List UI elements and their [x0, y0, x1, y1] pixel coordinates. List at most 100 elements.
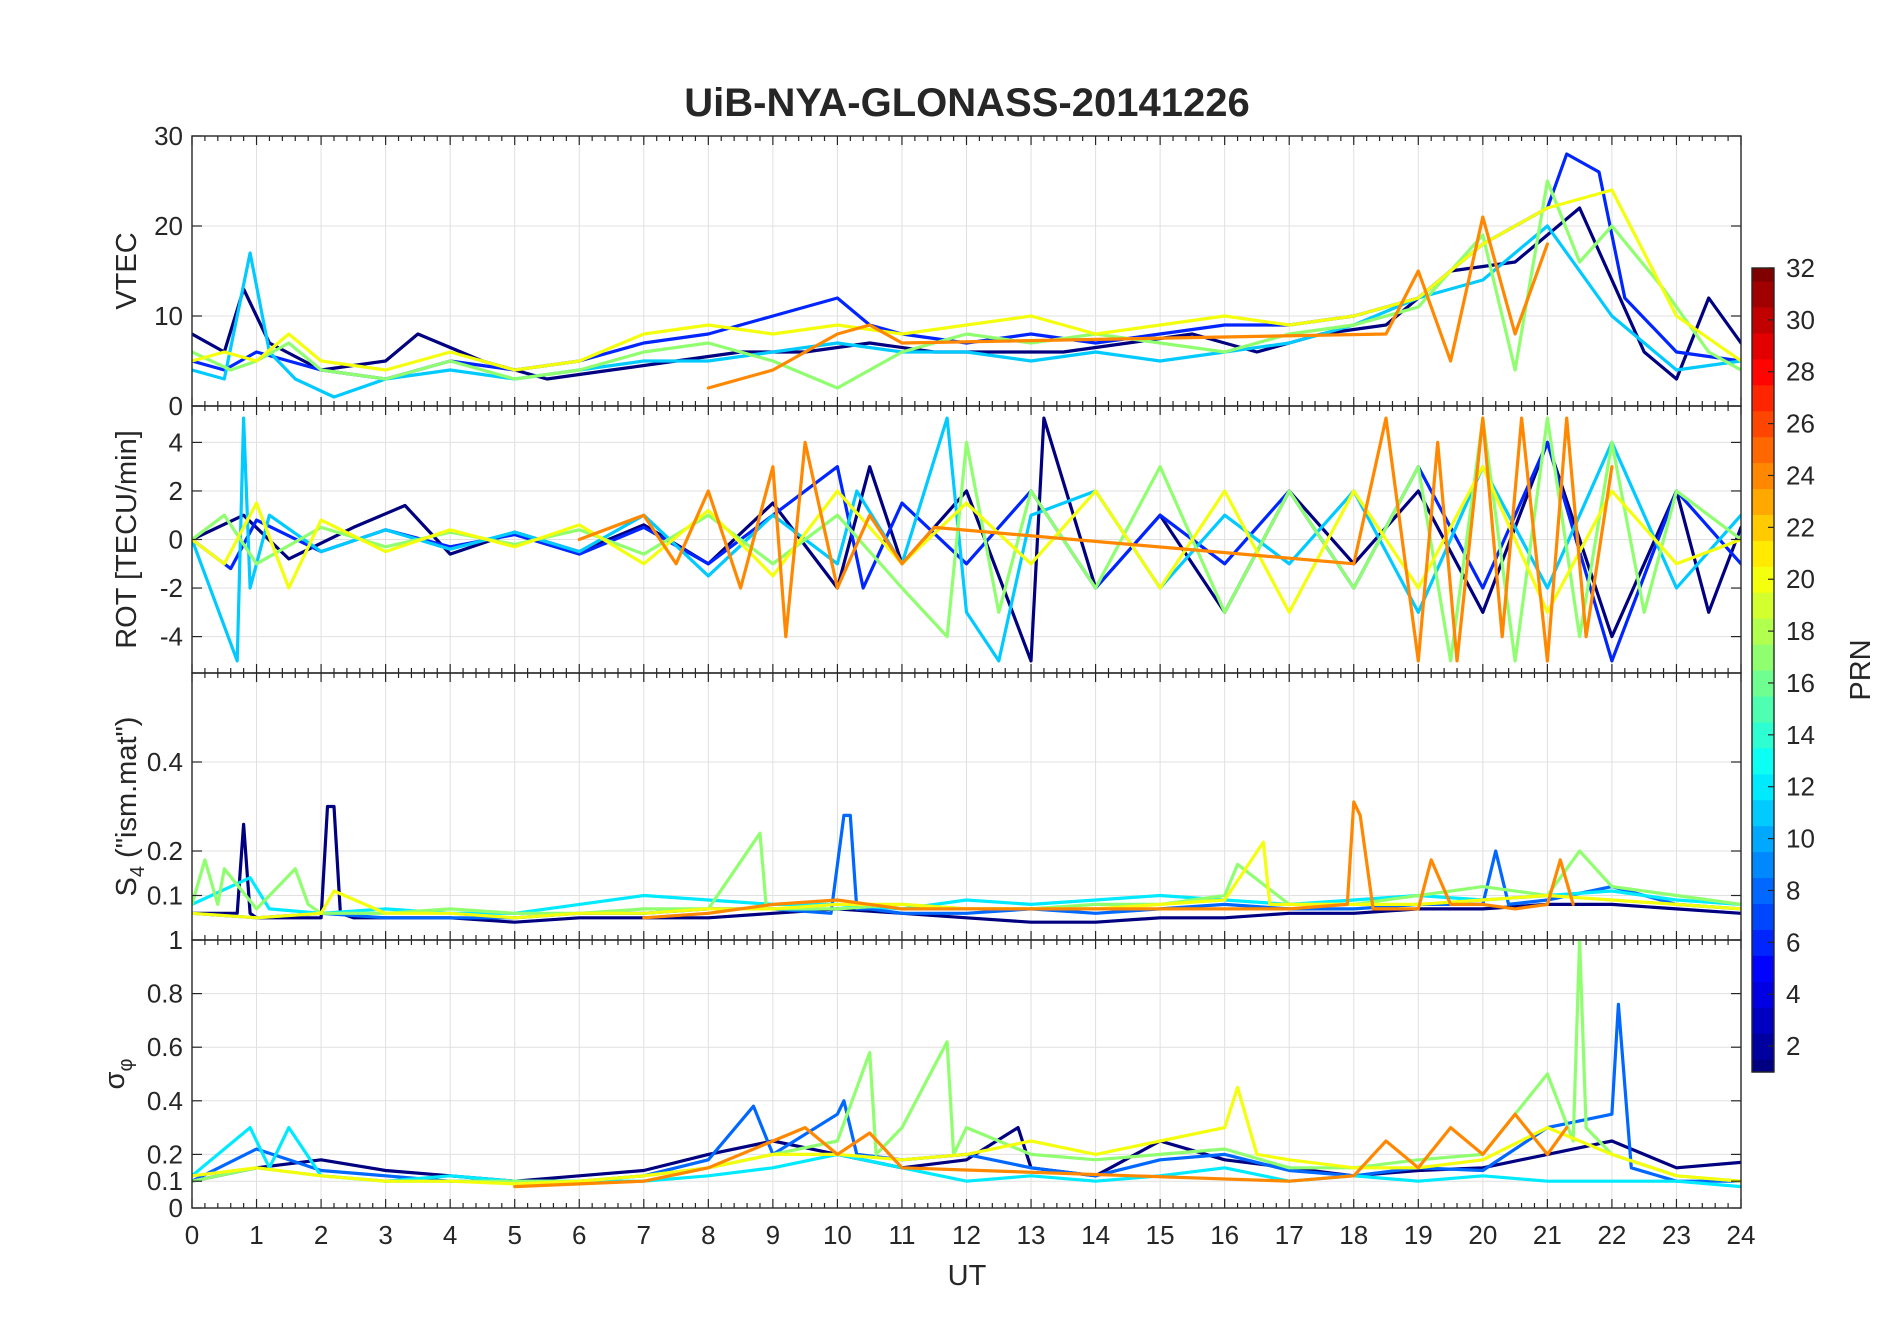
- y-tick-label: 0.4: [147, 1086, 183, 1116]
- x-tick-label: 0: [185, 1220, 199, 1250]
- y-tick-label: 0.1: [147, 1166, 183, 1196]
- series-line-prn-24: [642, 800, 1575, 920]
- colorbar-swatch: [1752, 268, 1774, 282]
- x-tick-label: 7: [637, 1220, 651, 1250]
- colorbar-swatch: [1752, 851, 1774, 879]
- colorbar-tick-label: 24: [1786, 460, 1815, 490]
- x-tick-label: 16: [1210, 1220, 1239, 1250]
- series-line-prn-17: [192, 831, 1741, 915]
- x-tick-label: 20: [1468, 1220, 1497, 1250]
- x-tick-label: 22: [1597, 1220, 1626, 1250]
- colorbar-swatch: [1752, 514, 1774, 541]
- series-group: [192, 152, 1741, 399]
- colorbar-swatch: [1752, 877, 1774, 905]
- colorbar-tick-label: 30: [1786, 305, 1815, 335]
- colorbar-swatch: [1752, 306, 1774, 334]
- colorbar-swatch: [1752, 410, 1774, 438]
- y-tick-label: 10: [154, 301, 183, 331]
- x-tick-label: 12: [952, 1220, 981, 1250]
- colorbar-swatch: [1752, 929, 1774, 956]
- colorbar-swatch: [1752, 799, 1774, 827]
- x-tick-label: 21: [1533, 1220, 1562, 1250]
- x-tick-label: 2: [314, 1220, 328, 1250]
- x-tick-label: 8: [701, 1220, 715, 1250]
- y-tick-label: -2: [160, 573, 183, 603]
- colorbar-swatch: [1752, 280, 1774, 308]
- colorbar-swatch: [1752, 773, 1774, 801]
- colorbar-tick-label: 4: [1786, 979, 1800, 1009]
- y-tick-label: 2: [169, 476, 183, 506]
- colorbar-swatch: [1752, 1007, 1774, 1034]
- series-line-prn-20: [192, 188, 1741, 372]
- colorbar-tick-label: 14: [1786, 720, 1815, 750]
- colorbar-swatch: [1752, 384, 1774, 412]
- colorbar-tick-label: 32: [1786, 253, 1815, 283]
- y-tick-label: 0.6: [147, 1032, 183, 1062]
- x-tick-label: 9: [766, 1220, 780, 1250]
- chart-title: UiB-NYA-GLONASS-20141226: [684, 81, 1249, 125]
- colorbar-swatch: [1752, 592, 1774, 619]
- colorbar-swatch: [1752, 618, 1774, 645]
- x-tick-label: 14: [1081, 1220, 1110, 1250]
- series-line-prn-17: [192, 940, 1741, 1183]
- colorbar-tick-label: 16: [1786, 668, 1815, 698]
- colorbar-tick-label: 22: [1786, 512, 1815, 542]
- colorbar-swatch: [1752, 566, 1774, 593]
- colorbar-swatch: [1752, 981, 1774, 1008]
- colorbar-swatch: [1752, 332, 1774, 360]
- y-axis-label: VTEC: [111, 232, 143, 309]
- y-axis-label: S4 ("ism.mat"): [111, 717, 149, 897]
- y-tick-label: 0: [169, 525, 183, 555]
- x-axis-label: UT: [948, 1260, 987, 1292]
- y-tick-label: 30: [154, 121, 183, 151]
- colorbar-tick-label: 20: [1786, 564, 1815, 594]
- series-line-prn-20: [192, 1085, 1741, 1186]
- x-tick-label: 6: [572, 1220, 586, 1250]
- panel-rot: -4 -2 0 2 4 ROT [TECU/min]: [111, 405, 1742, 674]
- colorbar-tick-label: 6: [1786, 927, 1800, 957]
- x-tick-label: 3: [378, 1220, 392, 1250]
- x-tick-label: 17: [1275, 1220, 1304, 1250]
- colorbar-tick-label: 26: [1786, 409, 1815, 439]
- colorbar-swatch: [1752, 644, 1774, 671]
- colorbar-tick-label: 28: [1786, 357, 1815, 387]
- colorbar-tick-label: 18: [1786, 616, 1815, 646]
- x-tick-label: 1: [249, 1220, 263, 1250]
- series-line-prn-17: [192, 179, 1741, 390]
- y-tick-label: 1: [169, 925, 183, 955]
- colorbar-swatch: [1752, 358, 1774, 386]
- colorbar-swatch: [1752, 488, 1774, 515]
- colorbar-tick-label: 8: [1786, 875, 1800, 905]
- colorbar-swatch: [1752, 670, 1774, 697]
- colorbar-swatch: [1752, 747, 1774, 775]
- colorbar-swatch: [1752, 540, 1774, 567]
- x-tick-label: 15: [1146, 1220, 1175, 1250]
- y-tick-label: -4: [160, 622, 183, 652]
- y-tick-label: 0.4: [147, 747, 183, 777]
- x-tick-label: 18: [1339, 1220, 1368, 1250]
- y-axis-label: σφ: [99, 1059, 137, 1090]
- series-group: [192, 800, 1741, 924]
- colorbar-swatch: [1752, 1059, 1774, 1073]
- y-tick-label: 0.2: [147, 836, 183, 866]
- colorbar-swatch: [1752, 695, 1774, 723]
- series-line-prn-24: [706, 215, 1550, 390]
- panel-s4: 0.1 0.2 0.4S4 ("ism.mat"): [111, 672, 1742, 941]
- colorbar-frame: [1751, 267, 1775, 1073]
- colorbar-tick-label: 12: [1786, 772, 1815, 802]
- x-tick-label: 10: [823, 1220, 852, 1250]
- y-tick-label: 4: [169, 427, 183, 457]
- colorbar-swatch: [1752, 1033, 1774, 1060]
- x-tick-label: 24: [1727, 1220, 1756, 1250]
- colorbar-swatch: [1752, 903, 1774, 930]
- x-tick-label: 4: [443, 1220, 457, 1250]
- y-axis-label: ROT [TECU/min]: [111, 430, 143, 649]
- colorbar-swatch: [1752, 436, 1774, 464]
- y-tick-label: 20: [154, 211, 183, 241]
- series-group: [192, 416, 1741, 663]
- colorbar-swatch: [1752, 721, 1774, 749]
